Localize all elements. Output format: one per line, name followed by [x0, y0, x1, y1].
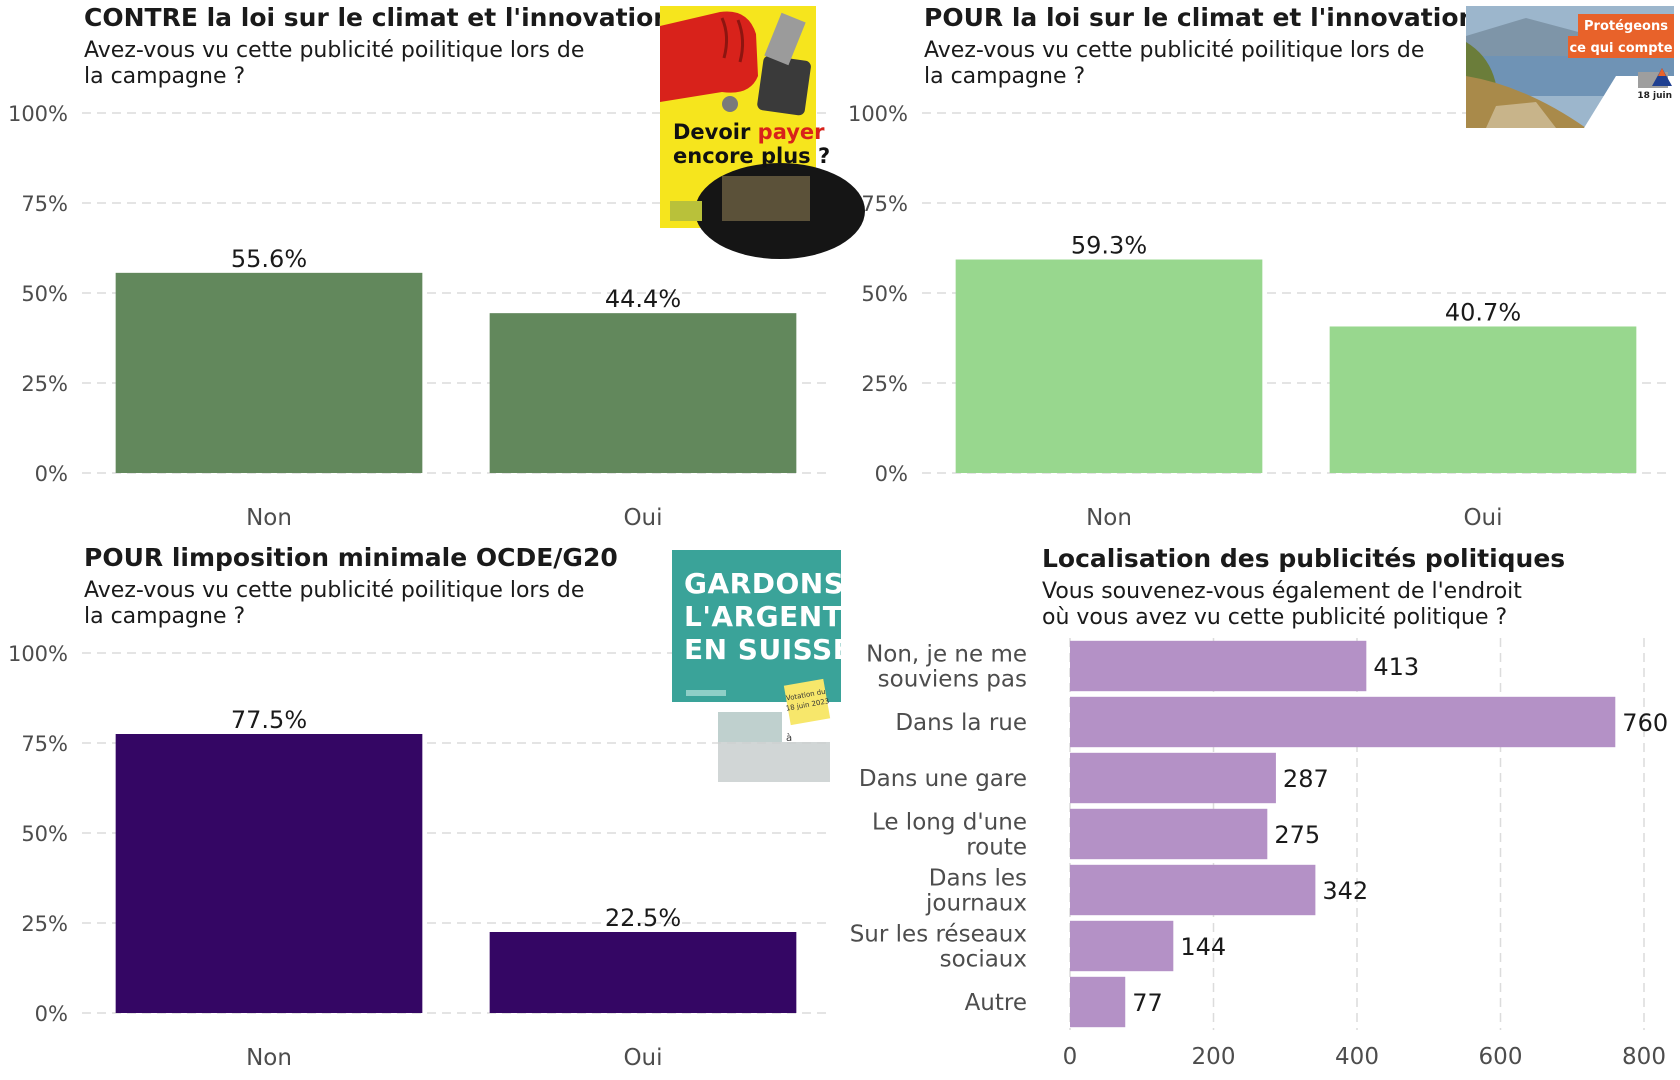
- bar-value-label: 55.6%: [231, 245, 307, 273]
- bar-panel-3: 0% 25% 50% 75% 100% POUR limposition minimale…: [8, 543, 830, 1071]
- y-tick-label: 100%: [8, 642, 68, 666]
- y-category-label: Sur les réseaux: [850, 922, 1027, 948]
- x-tick-label: 800: [1622, 1044, 1666, 1070]
- hbar: [1070, 864, 1316, 916]
- bar-value-label: 144: [1180, 933, 1226, 961]
- y-category-label: route: [966, 835, 1027, 861]
- poster-headline: L'ARGENT: [684, 600, 842, 633]
- y-category-label: sociaux: [940, 947, 1027, 973]
- y-tick-label: 50%: [861, 282, 908, 306]
- bar-value-label: 59.3%: [1071, 232, 1147, 260]
- y-category-label: Dans la rue: [895, 710, 1027, 736]
- chart-subtitle: où vous avez vu cette publicité politiqu…: [1042, 605, 1507, 630]
- chart-title: Localisation des publicités politiques: [1042, 544, 1565, 573]
- y-tick-label: 50%: [21, 282, 68, 306]
- x-category-label: Non: [1086, 505, 1132, 531]
- x-tick-label: 600: [1479, 1044, 1523, 1070]
- y-tick-label: 0%: [35, 462, 68, 486]
- poster-headline: Devoir payer: [673, 120, 825, 144]
- poster-headline: GARDONS: [684, 567, 844, 600]
- bar-panel-1: 0% 25% 50% 75% 100% CONTRE la loi sur le clim…: [8, 3, 830, 531]
- bar-value-label: 287: [1283, 765, 1329, 793]
- y-tick-label: 25%: [21, 372, 68, 396]
- bar-oui: [489, 313, 797, 473]
- bar-value-label: 44.4%: [605, 285, 681, 313]
- x-tick-label: 200: [1192, 1044, 1236, 1070]
- y-category-label: Dans les: [929, 866, 1027, 892]
- y-category-label: souviens pas: [878, 667, 1027, 693]
- bar-non: [955, 259, 1263, 473]
- chart-subtitle: Avez-vous vu cette publicité poilitique …: [84, 578, 584, 603]
- hbar: [1070, 696, 1616, 748]
- poster-headline: EN SUISSE: [684, 633, 852, 666]
- hbar: [1070, 752, 1276, 804]
- bar-value-label: 40.7%: [1445, 298, 1521, 326]
- x-category-label: Oui: [623, 505, 662, 531]
- y-tick-label: 75%: [861, 192, 908, 216]
- bar-value-label: 342: [1322, 877, 1368, 905]
- bar-oui: [489, 932, 797, 1013]
- y-tick-label: 25%: [21, 912, 68, 936]
- hbar: [1070, 808, 1268, 860]
- bar-non: [115, 734, 423, 1013]
- chart-subtitle: Avez-vous vu cette publicité poilitique …: [84, 38, 584, 63]
- bar-non: [115, 272, 423, 473]
- y-tick-label: 0%: [35, 1002, 68, 1026]
- chart-title: POUR limposition minimale OCDE/G20: [84, 543, 618, 572]
- bar-value-label: 22.5%: [605, 904, 681, 932]
- bar-value-label: 275: [1274, 821, 1320, 849]
- hbar: [1070, 640, 1367, 692]
- y-category-label: Le long d'une: [872, 810, 1027, 836]
- chart-subtitle: Vous souvenez-vous également de l'endroi…: [1042, 579, 1522, 604]
- y-tick-label: 100%: [848, 102, 908, 126]
- chart-subtitle: la campagne ?: [84, 604, 245, 629]
- poster-date: 18 juin: [1637, 91, 1672, 101]
- location-panel: Localisation des publicités politiques Vo…: [850, 544, 1668, 1070]
- poster-text: ce qui compte: [1569, 41, 1672, 56]
- poster-text: Protégeons: [1584, 19, 1668, 34]
- bar-value-label: 760: [1622, 709, 1668, 737]
- bar-value-label: 77.5%: [231, 706, 307, 734]
- poster-headline: encore plus ?: [673, 144, 830, 168]
- y-tick-label: 25%: [861, 372, 908, 396]
- y-category-label: Dans une gare: [859, 766, 1027, 792]
- x-category-label: Non: [246, 505, 292, 531]
- chart-title: CONTRE la loi sur le climat et l'innovat…: [84, 3, 671, 32]
- y-tick-label: 75%: [21, 192, 68, 216]
- x-tick-label: 0: [1063, 1044, 1078, 1070]
- bar-value-label: 413: [1373, 653, 1419, 681]
- y-category-label: journaux: [925, 891, 1027, 917]
- y-tick-label: 50%: [21, 822, 68, 846]
- bar-value-label: 77: [1132, 989, 1163, 1017]
- y-tick-label: 0%: [875, 462, 908, 486]
- x-tick-label: 400: [1335, 1044, 1379, 1070]
- y-category-label: Non, je ne me: [866, 642, 1027, 668]
- hbar: [1070, 976, 1126, 1028]
- chart-subtitle: la campagne ?: [924, 64, 1085, 89]
- x-category-label: Oui: [1463, 505, 1502, 531]
- hbar: [1070, 920, 1174, 972]
- chart-subtitle: Avez-vous vu cette publicité poilitique …: [924, 38, 1424, 63]
- bar-oui: [1329, 326, 1637, 473]
- chart-title: POUR la loi sur le climat et l'innovatio…: [924, 3, 1476, 32]
- x-category-label: Oui: [623, 1045, 662, 1071]
- vineyard-lake-poster-icon: Protégeons ce qui compte 18 juin: [1466, 6, 1674, 128]
- bar-panel-2: 0% 25% 50% 75% 100% POUR la loi sur le climat…: [848, 3, 1670, 531]
- y-tick-label: 75%: [21, 732, 68, 756]
- y-category-label: Autre: [965, 990, 1027, 1016]
- chart-subtitle: la campagne ?: [84, 64, 245, 89]
- x-category-label: Non: [246, 1045, 292, 1071]
- y-tick-label: 100%: [8, 102, 68, 126]
- poster-text: à: [786, 732, 792, 744]
